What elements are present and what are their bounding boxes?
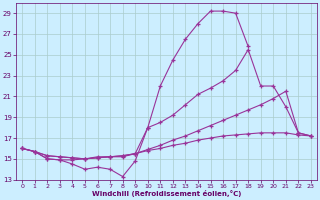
X-axis label: Windchill (Refroidissement éolien,°C): Windchill (Refroidissement éolien,°C)	[92, 190, 241, 197]
